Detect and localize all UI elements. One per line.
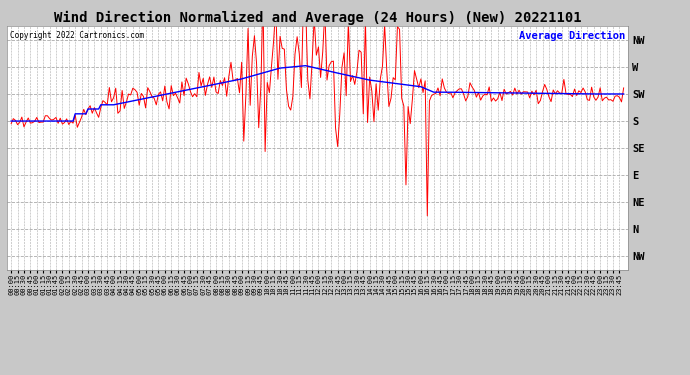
Text: Copyright 2022 Cartronics.com: Copyright 2022 Cartronics.com	[10, 31, 144, 40]
Title: Wind Direction Normalized and Average (24 Hours) (New) 20221101: Wind Direction Normalized and Average (2…	[54, 11, 581, 25]
Text: Average Direction: Average Direction	[519, 31, 625, 41]
